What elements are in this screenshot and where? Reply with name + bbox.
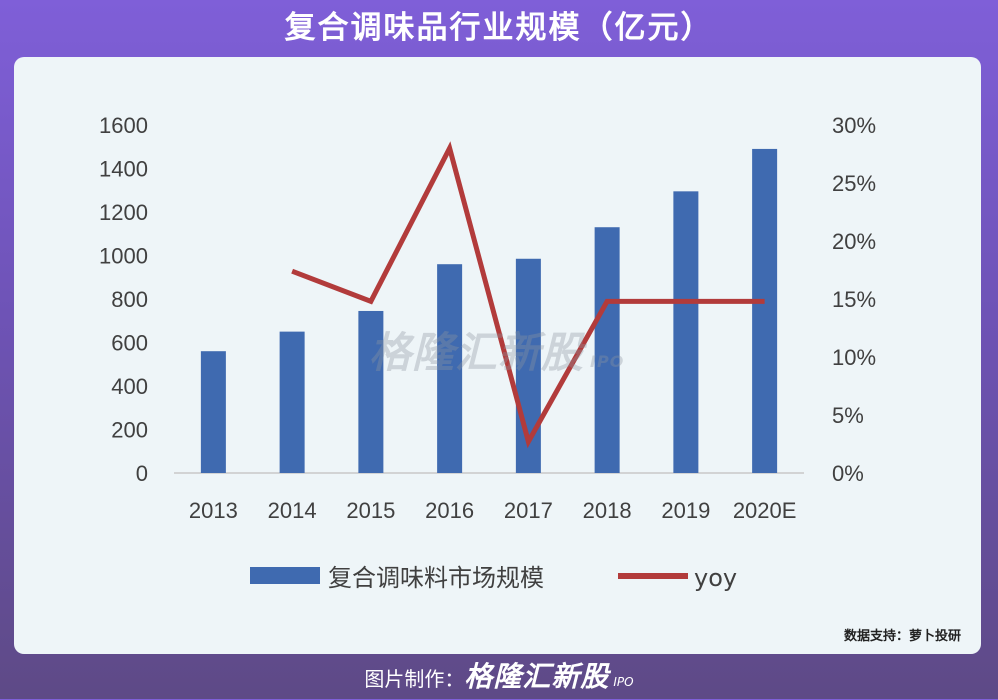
y-left-tick-label: 0: [136, 461, 148, 486]
y-right-tick-label: 10%: [832, 345, 876, 370]
bar: [437, 264, 463, 473]
watermark: 格隆汇新股 IPO: [369, 319, 624, 380]
y-left-tick-label: 1000: [99, 244, 148, 269]
bar: [673, 191, 699, 473]
x-tick-label: 2016: [425, 498, 474, 523]
footer-sub: IPO: [613, 675, 634, 689]
y-right-tick-label: 15%: [832, 287, 876, 312]
legend-bar-label: 复合调味料市场规模: [328, 564, 544, 592]
bar: [594, 227, 620, 473]
watermark-brand: 格隆汇新股: [369, 328, 585, 377]
footer-brand: 格隆汇新股: [464, 660, 610, 693]
footer-prefix: 图片制作：: [364, 667, 465, 691]
legend-line-label: yoy: [694, 564, 737, 592]
bar: [279, 331, 305, 473]
x-tick-label: 2017: [504, 498, 553, 523]
yoy-line: [291, 141, 765, 449]
bar: [752, 148, 778, 474]
chart-panel: 0 200 400 600 800 1000 1200 1400 1600 0% 5% 10% 15% 2…: [14, 57, 981, 654]
y-right-tick-label: 0%: [832, 461, 864, 486]
y-right-tick-label: 5%: [832, 403, 864, 428]
y-left-tick-label: 1400: [99, 157, 148, 182]
x-tick-label: 2015: [346, 498, 395, 523]
x-tick-label: 2020E: [733, 498, 797, 523]
x-tick-label: 2018: [583, 498, 632, 523]
bar: [200, 351, 226, 473]
footer: 图片制作：格隆汇新股 IPO: [0, 659, 998, 695]
y-right-tick-label: 20%: [832, 229, 876, 254]
y-left-tick-label: 600: [111, 331, 148, 356]
y-left-tick-label: 800: [111, 287, 148, 312]
x-tick-label: 2013: [189, 498, 238, 523]
y-left-tick-label: 200: [111, 418, 148, 443]
y-left-tick-label: 1200: [99, 200, 148, 225]
bar: [358, 310, 384, 473]
chart: 0 200 400 600 800 1000 1200 1400 1600 0% 5% 10% 15% 2…: [99, 113, 876, 592]
x-tick-label: 2014: [268, 498, 317, 523]
x-tick-label: 2019: [661, 498, 710, 523]
y-right-tick-label: 30%: [832, 113, 876, 138]
page-title: 复合调味品行业规模（亿元）: [284, 10, 714, 46]
legend-bar-swatch: [250, 567, 320, 584]
y-left-tick-label: 1600: [99, 113, 148, 138]
source-note: 数据支持：萝卜投研: [843, 629, 961, 644]
watermark-sub: IPO: [590, 352, 625, 371]
y-right-tick-label: 25%: [832, 171, 876, 196]
y-left-tick-label: 400: [111, 374, 148, 399]
